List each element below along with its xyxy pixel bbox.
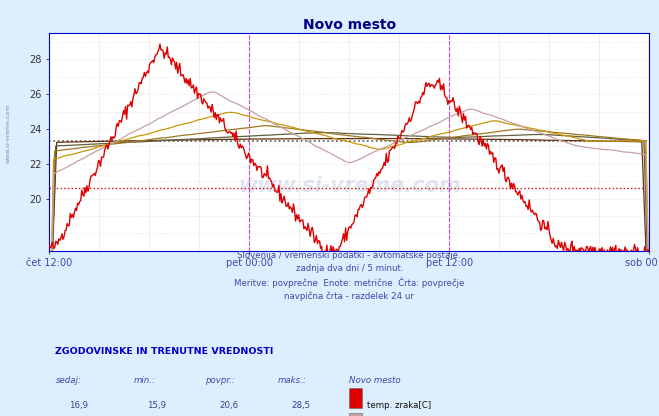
Text: Novo mesto: Novo mesto	[349, 376, 401, 385]
Text: ZGODOVINSKE IN TRENUTNE VREDNOSTI: ZGODOVINSKE IN TRENUTNE VREDNOSTI	[55, 347, 273, 357]
Title: Novo mesto: Novo mesto	[302, 18, 396, 32]
Text: 15,9: 15,9	[148, 401, 166, 410]
Text: 28,5: 28,5	[291, 401, 310, 410]
Text: maks.:: maks.:	[277, 376, 306, 385]
Text: 20,6: 20,6	[219, 401, 239, 410]
Text: www.si-vreme.com: www.si-vreme.com	[5, 103, 11, 163]
Text: povpr.:: povpr.:	[206, 376, 235, 385]
Text: temp. zraka[C]: temp. zraka[C]	[367, 401, 432, 410]
Text: min.:: min.:	[133, 376, 156, 385]
Text: Slovenija / vremenski podatki - avtomatske postaje.
zadnja dva dni / 5 minut.
Me: Slovenija / vremenski podatki - avtomats…	[234, 251, 465, 302]
Text: sedaj:: sedaj:	[55, 376, 81, 385]
Text: www.si-vreme.com: www.si-vreme.com	[238, 176, 461, 196]
Bar	[349, 414, 362, 416]
Text: 16,9: 16,9	[69, 401, 88, 410]
Bar	[349, 389, 362, 408]
